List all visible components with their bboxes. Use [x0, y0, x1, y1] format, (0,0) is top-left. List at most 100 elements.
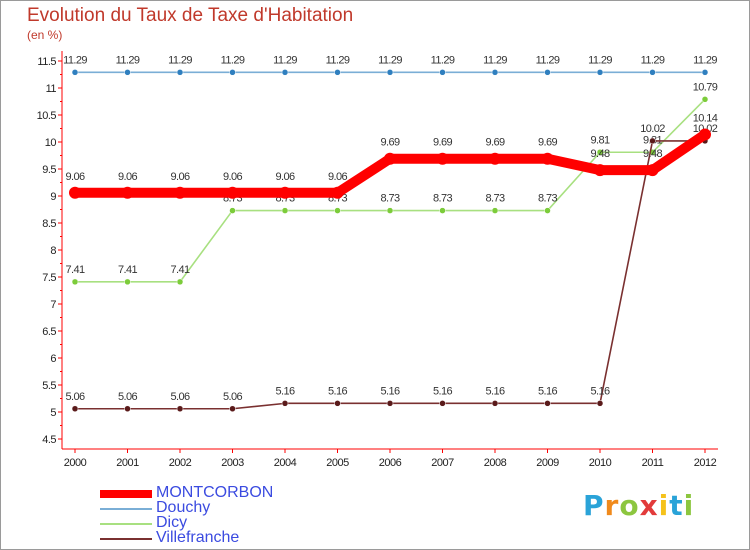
data-point: [439, 207, 446, 214]
y-tick-label: 10.5: [37, 110, 57, 122]
data-label: 11.29: [588, 54, 612, 66]
data-point: [281, 207, 289, 214]
data-label: 11.29: [221, 54, 245, 66]
data-point: [279, 186, 291, 199]
data-point: [541, 152, 554, 165]
legend-swatch: [100, 508, 152, 510]
y-tick-label: 8.5: [42, 218, 56, 230]
legend-label: Villefranche: [156, 529, 240, 546]
y-tick-label: 6.5: [42, 326, 56, 338]
y-tick-label: 8: [50, 245, 56, 257]
data-point: [71, 278, 79, 286]
logo-letter: i: [658, 489, 670, 522]
data-point: [436, 152, 449, 165]
legend-label: Douchy: [156, 499, 211, 516]
data-point: [229, 69, 236, 76]
data-label: 8.73: [538, 193, 557, 205]
x-tick-label: 2000: [64, 457, 87, 469]
x-tick-label: 2012: [694, 457, 717, 469]
data-label: 11.29: [536, 54, 560, 66]
series-douchy: 11.29 11.29 11.29 11.29 11.29 11.29 11.29 11.29…: [63, 54, 718, 76]
data-label: 11.29: [63, 54, 87, 66]
data-point: [71, 69, 79, 76]
data-label: 11.29: [693, 54, 717, 66]
data-point: [331, 186, 344, 199]
data-label: 7.41: [118, 264, 137, 276]
data-point: [649, 69, 656, 76]
data-label: 10.14: [693, 112, 718, 124]
data-label: 11.29: [641, 54, 665, 66]
data-point: [121, 186, 134, 199]
x-tick-label: 2001: [116, 457, 139, 469]
data-point: [596, 400, 604, 407]
data-point: [596, 69, 604, 76]
data-point: [544, 400, 551, 407]
legend-label: MONTCORBON: [156, 484, 274, 501]
series-villefranche: 5.06 5.06 5.06 5.06 5.16 5.16 5.16 5.16 5.16 5.16…: [65, 123, 718, 413]
series-montcorbon: 9.06 9.06 9.06 9.06 9.06 9.06 9.69 9.69 9.69 9.69…: [65, 112, 718, 199]
data-point: [71, 405, 79, 413]
y-tick-label: 7.5: [42, 272, 56, 284]
chart-unit: (en %): [27, 28, 63, 42]
legend-swatch: [100, 523, 152, 525]
data-point: [334, 207, 341, 214]
data-point: [124, 278, 131, 286]
data-label: 7.41: [170, 264, 189, 276]
logo-letter: i: [683, 489, 695, 522]
data-point: [229, 207, 236, 214]
data-point: [701, 96, 709, 103]
data-point: [596, 149, 604, 156]
data-point: [281, 400, 289, 407]
data-point: [176, 69, 184, 76]
data-point: [491, 207, 499, 214]
legend-swatch: [100, 490, 152, 498]
data-label: 5.16: [275, 385, 294, 397]
data-point: [226, 186, 239, 199]
data-point: [334, 400, 341, 407]
data-label: 5.16: [590, 385, 609, 397]
x-tick-label: 2011: [642, 457, 664, 469]
data-label: 8.73: [485, 193, 504, 205]
data-point: [489, 152, 501, 165]
legend-label: Dicy: [156, 514, 188, 531]
data-point: [646, 164, 659, 177]
data-label: 11.29: [116, 54, 140, 66]
data-label: 5.06: [118, 391, 137, 403]
chart-title: Evolution du Taux de Taxe d'Habitation: [27, 5, 354, 26]
data-label: 9.48: [643, 148, 662, 160]
data-point: [124, 405, 131, 413]
data-label: 9.81: [590, 134, 609, 146]
x-tick-label: 2002: [169, 457, 192, 469]
x-tick-label: 2007: [431, 457, 454, 469]
data-label: 9.06: [223, 171, 242, 183]
data-point: [491, 69, 499, 76]
series-dicy: 7.417.417.418.738.738.738.738.738.738.73…: [65, 81, 718, 286]
x-tick-label: 2005: [326, 457, 349, 469]
data-label: 9.06: [275, 171, 294, 183]
data-label: 9.69: [485, 137, 504, 149]
y-tick-label: 9: [50, 191, 56, 203]
proxiti-logo: Proxiti: [583, 489, 694, 522]
data-point: [594, 164, 606, 177]
data-label: 8.73: [380, 193, 399, 205]
x-tick-label: 2009: [536, 457, 559, 469]
data-label: 11.29: [168, 54, 192, 66]
x-tick-label: 2006: [379, 457, 402, 469]
data-point: [334, 69, 341, 76]
data-point: [699, 128, 711, 141]
data-label: 10.02: [640, 123, 665, 135]
logo-letter: r: [604, 489, 620, 522]
y-tick-label: 11: [46, 83, 57, 95]
data-label: 8.73: [433, 193, 452, 205]
data-point: [439, 400, 446, 407]
data-point: [386, 69, 394, 76]
data-point: [701, 69, 709, 76]
data-label: 10.79: [693, 81, 718, 93]
data-label: 11.29: [483, 54, 507, 66]
data-point: [544, 69, 551, 76]
y-tick-label: 11.5: [37, 56, 56, 68]
x-tick-label: 2008: [484, 457, 507, 469]
data-label: 9.06: [170, 171, 189, 183]
data-point: [491, 400, 499, 407]
data-point: [124, 69, 131, 76]
